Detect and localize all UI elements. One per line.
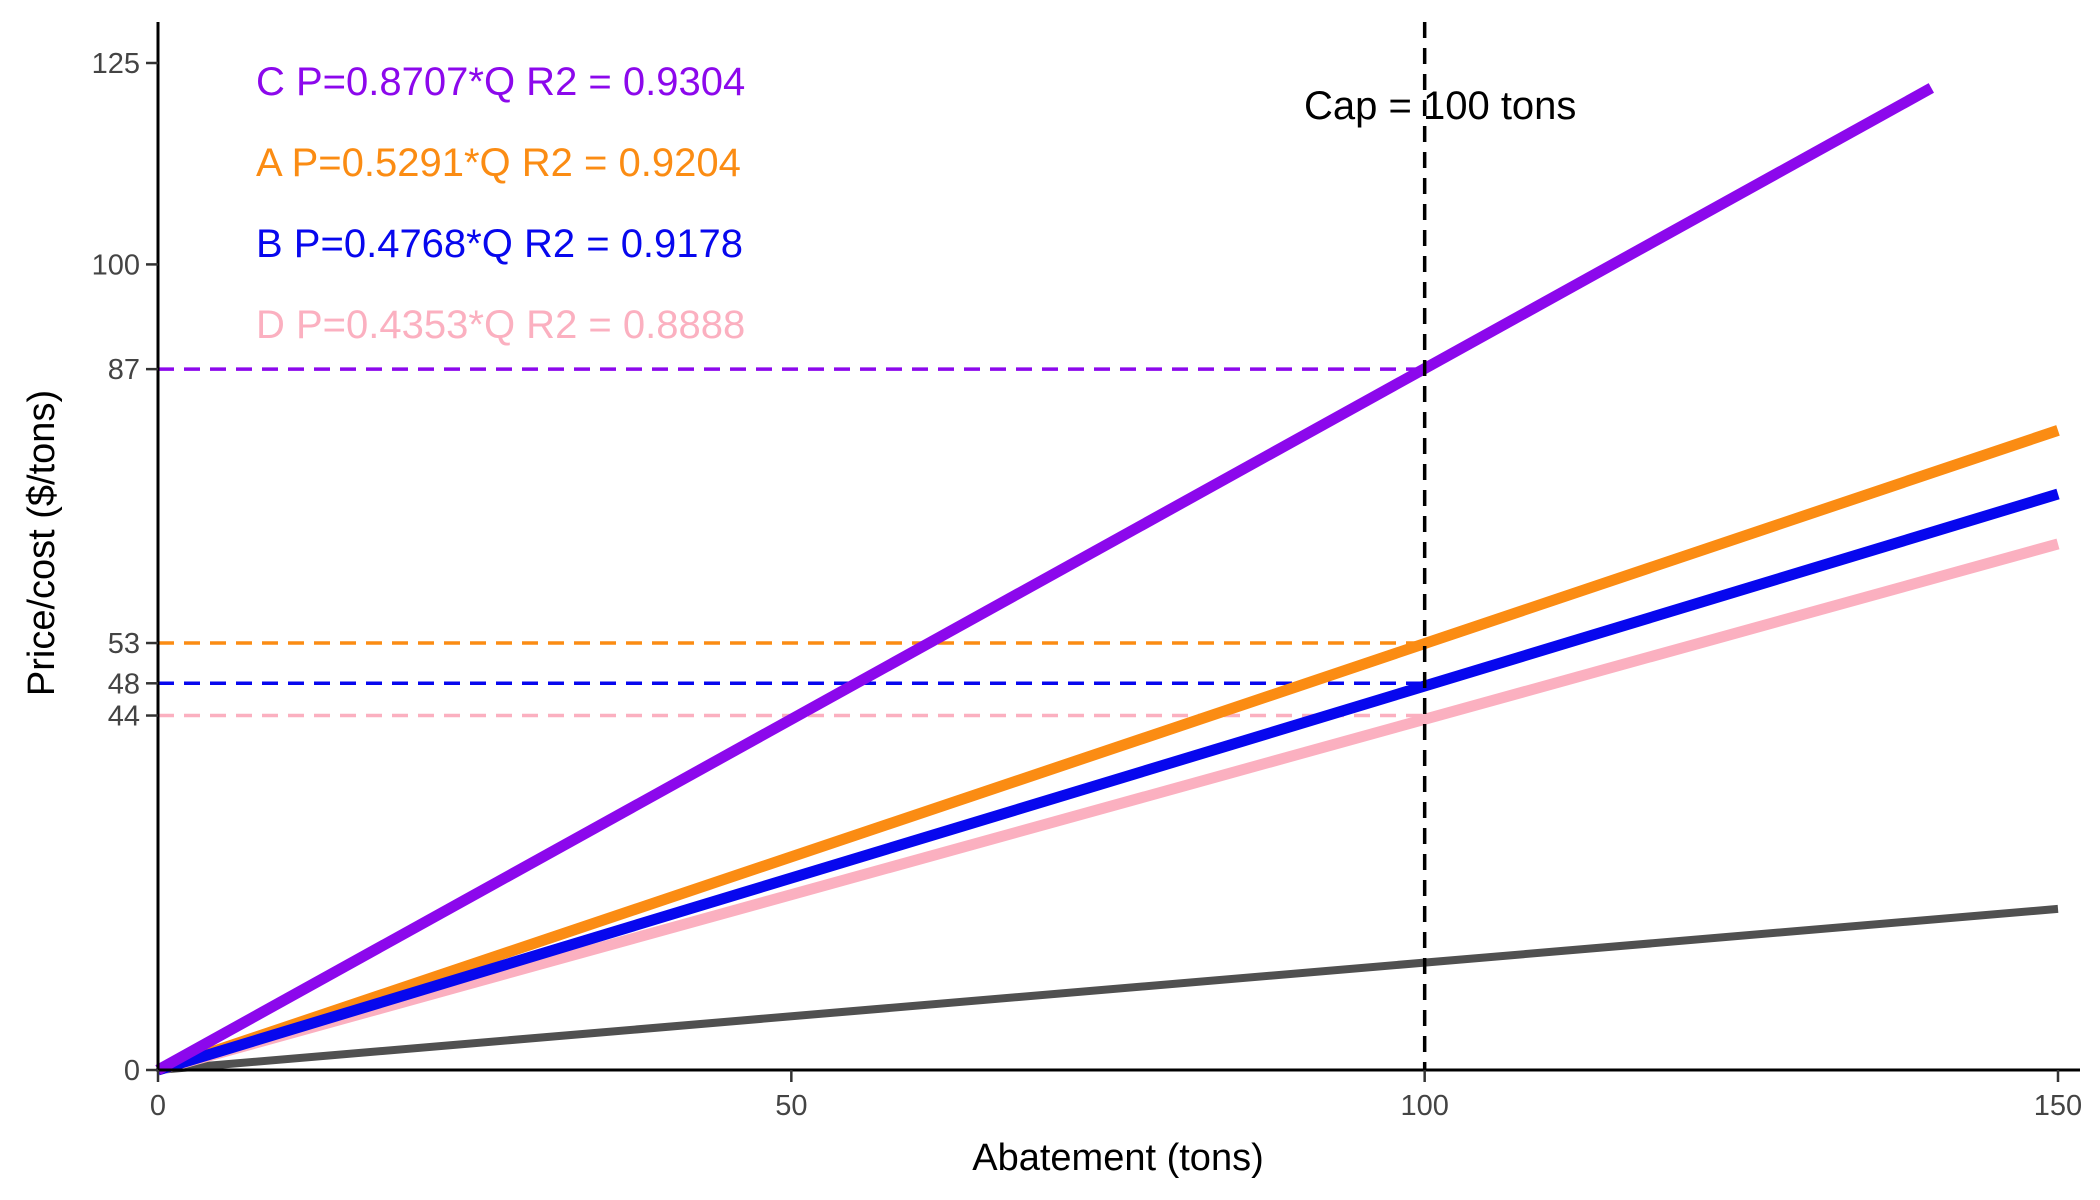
x-tick-label-100: 100 bbox=[1400, 1090, 1448, 1122]
series-line-d bbox=[156, 538, 2060, 1076]
series-lines bbox=[155, 83, 2060, 1076]
legend: C P=0.8707*Q R2 = 0.9304 A P=0.5291*Q R2 … bbox=[256, 60, 745, 347]
x-tick-label-150: 150 bbox=[2034, 1090, 2082, 1122]
series-line-baseline bbox=[157, 904, 2059, 1074]
legend-entry-a: A P=0.5291*Q R2 = 0.9204 bbox=[256, 141, 741, 185]
y-tick-label-125: 125 bbox=[92, 48, 140, 80]
y-tick-label-53: 53 bbox=[108, 628, 140, 660]
series-line-a bbox=[156, 425, 2060, 1076]
series-line-b bbox=[156, 488, 2060, 1076]
x-axis-title: Abatement (tons) bbox=[972, 1137, 1263, 1179]
legend-entry-c: C P=0.8707*Q R2 = 0.9304 bbox=[256, 60, 745, 104]
y-tick-label-87: 87 bbox=[108, 354, 140, 386]
y-tick-label-48: 48 bbox=[108, 668, 140, 700]
series-line-c bbox=[155, 83, 1934, 1075]
y-tick-label-44: 44 bbox=[108, 701, 140, 733]
x-ticks: 0 50 100 150 bbox=[150, 1070, 2082, 1122]
y-tick-label-100: 100 bbox=[92, 249, 140, 281]
y-tick-label-0: 0 bbox=[124, 1055, 140, 1087]
x-tick-label-50: 50 bbox=[775, 1090, 807, 1122]
y-axis-title: Price/cost ($/tons) bbox=[21, 390, 63, 696]
axes bbox=[156, 22, 2080, 1072]
x-tick-label-0: 0 bbox=[150, 1090, 166, 1122]
cap-label: Cap = 100 tons bbox=[1304, 84, 1576, 128]
legend-entry-b: B P=0.4768*Q R2 = 0.9178 bbox=[256, 222, 743, 266]
reference-hlines bbox=[158, 367, 1425, 718]
legend-entry-d: D P=0.4353*Q R2 = 0.8888 bbox=[256, 303, 745, 347]
cap-line-group: Cap = 100 tons bbox=[1304, 22, 1576, 1070]
